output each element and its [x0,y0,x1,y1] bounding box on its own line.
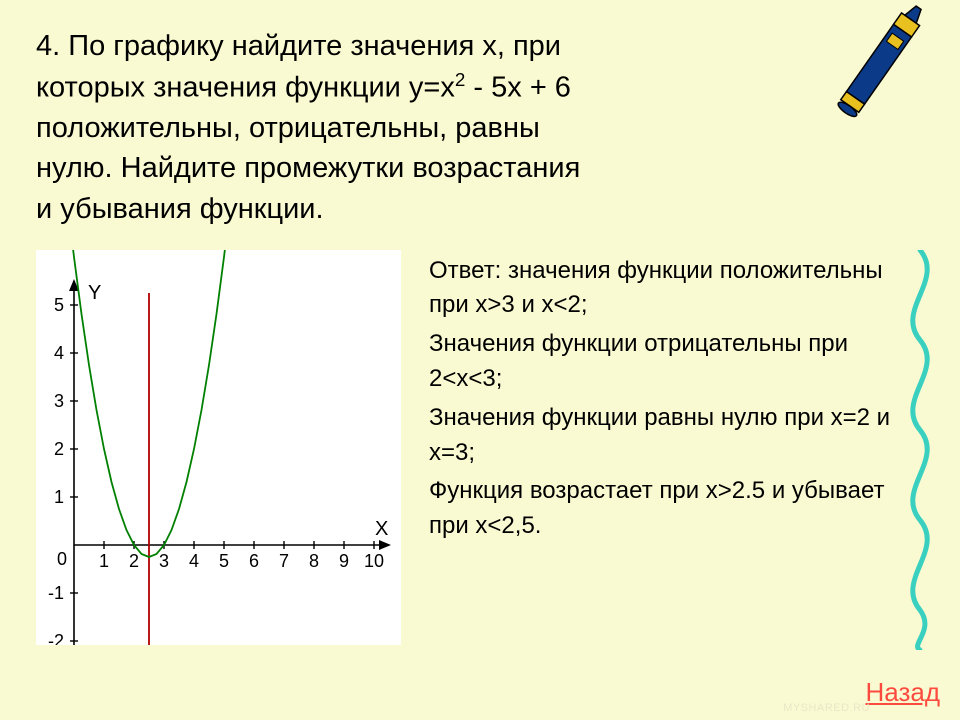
problem-line3: положительны, отрицательны, равны [36,112,540,144]
svg-text:10: 10 [364,551,384,571]
answer-p4: Функция возрастает при х>2.5 и убывает п… [429,474,899,544]
svg-text:2: 2 [54,439,64,459]
svg-text:3: 3 [159,551,169,571]
svg-text:4: 4 [54,343,64,363]
svg-text:7: 7 [279,551,289,571]
problem-line5: и убывания функции. [36,193,324,225]
svg-text:1: 1 [99,551,109,571]
svg-text:-1: -1 [48,583,64,603]
svg-text:3: 3 [54,391,64,411]
function-chart: 1234567891012345-1-20YX [36,250,401,645]
crayon-decoration [820,0,930,140]
swirl-decoration [890,250,950,650]
problem-line4: нулю. Найдите промежутки возрастания [36,152,580,184]
answer-block: Ответ: значения функции положительны при… [429,250,899,548]
problem-line2b: - 5х + 6 [465,71,571,103]
answer-p3: Значения функции равны нулю при х=2 и х=… [429,401,899,471]
svg-text:-2: -2 [48,631,64,645]
svg-text:8: 8 [309,551,319,571]
svg-text:Y: Y [88,282,101,304]
svg-text:9: 9 [339,551,349,571]
answer-p2: Значения функции отрицательны при 2<х<3; [429,327,899,397]
problem-line2a: которых значения функции у=х [36,71,455,103]
svg-text:2: 2 [129,551,139,571]
answer-p1: Ответ: значения функции положительны при… [429,254,899,324]
svg-text:X: X [375,518,388,540]
watermark: MYSHARED.RU [783,702,870,714]
svg-text:5: 5 [219,551,229,571]
svg-text:6: 6 [249,551,259,571]
problem-number: 4. [36,30,60,62]
svg-text:1: 1 [54,487,64,507]
svg-text:0: 0 [57,549,67,569]
svg-text:5: 5 [54,295,64,315]
back-link[interactable]: Назад [866,677,941,708]
problem-text: 4. По графику найдите значения х, при ко… [36,26,836,230]
problem-line1: По графику найдите значения х, при [68,30,561,62]
svg-text:4: 4 [189,551,199,571]
